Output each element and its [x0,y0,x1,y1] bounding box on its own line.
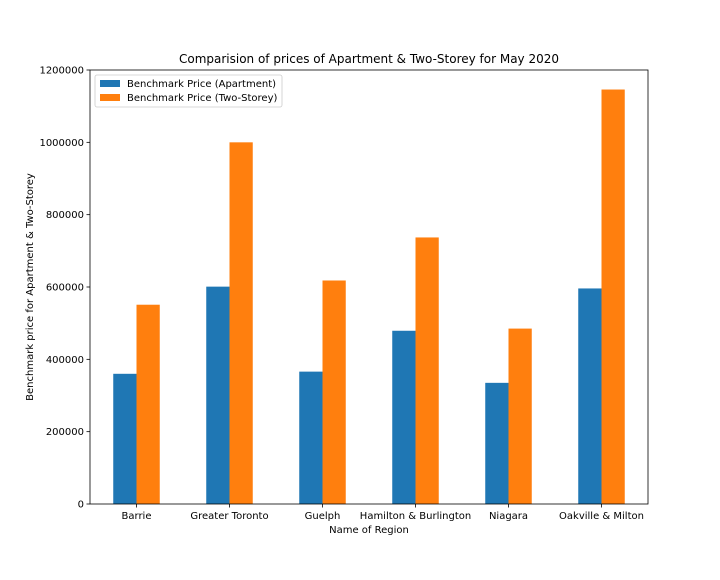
y-tick-label: 600000 [46,283,84,294]
x-axis-label: Name of Region [329,525,409,536]
x-tick-label: Greater Toronto [190,511,268,522]
legend-label-two-storey: Benchmark Price (Two-Storey) [127,93,278,104]
legend-box [94,74,283,108]
bar-apartment-4 [485,382,509,504]
legend-label-apartment: Benchmark Price (Apartment) [127,79,276,90]
y-tick-label: 400000 [46,355,84,366]
y-tick-label: 0 [78,500,84,511]
chart-legend: Benchmark Price (Apartment) Benchmark Pri… [94,74,283,108]
chart-title: Comparision of prices of Apartment & Two… [179,52,559,66]
y-axis-label: Benchmark price for Apartment & Two-Stor… [25,173,36,401]
x-tick-label: Oakville & Milton [559,511,644,522]
bar-apartment-5 [578,288,602,504]
bar-two-storey-4 [508,328,532,504]
bar-two-storey-1 [229,142,253,504]
x-tick-label: Niagara [489,511,528,522]
y-tick-label: 800000 [46,210,84,221]
y-tick-label: 1200000 [39,66,84,77]
y-tick-label: 200000 [46,427,84,438]
x-tick-label: Guelph [305,511,341,522]
bar-two-storey-0 [136,304,160,504]
legend-swatch-two-storey [100,94,120,101]
x-tick-label: Barrie [122,511,152,522]
bar-apartment-0 [113,373,137,504]
plot-area: 0 200000 400000 600000 800000 1000000 1200000 B… [39,66,649,522]
bar-two-storey-2 [322,280,346,504]
bar-apartment-2 [299,371,323,504]
bar-apartment-1 [206,286,230,504]
legend-swatch-apartment [100,80,120,87]
bar-two-storey-3 [415,237,439,504]
y-tick-label: 1000000 [39,138,84,149]
x-tick-label: Hamilton & Burlington [360,511,471,522]
bar-apartment-3 [392,330,416,504]
bar-two-storey-5 [601,89,625,504]
